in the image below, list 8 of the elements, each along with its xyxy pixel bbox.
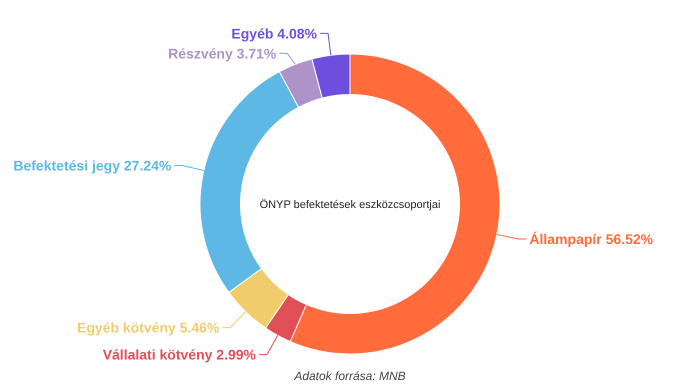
- slice-label: Egyéb kötvény 5.46%: [76, 319, 220, 336]
- slice-label: Befektetési jegy 27.24%: [13, 157, 172, 174]
- slice-label: Részvény 3.71%: [168, 45, 277, 62]
- text: Adatok forrása: MNB: [293, 369, 406, 383]
- slice-label: Vállalati kötvény 2.99%: [102, 346, 257, 363]
- slice-label: Egyéb 4.08%: [231, 25, 318, 42]
- text: ÖNYP befektetések eszközcsoportjai: [260, 198, 440, 211]
- slice-label: Állampapír 56.52%: [529, 230, 654, 247]
